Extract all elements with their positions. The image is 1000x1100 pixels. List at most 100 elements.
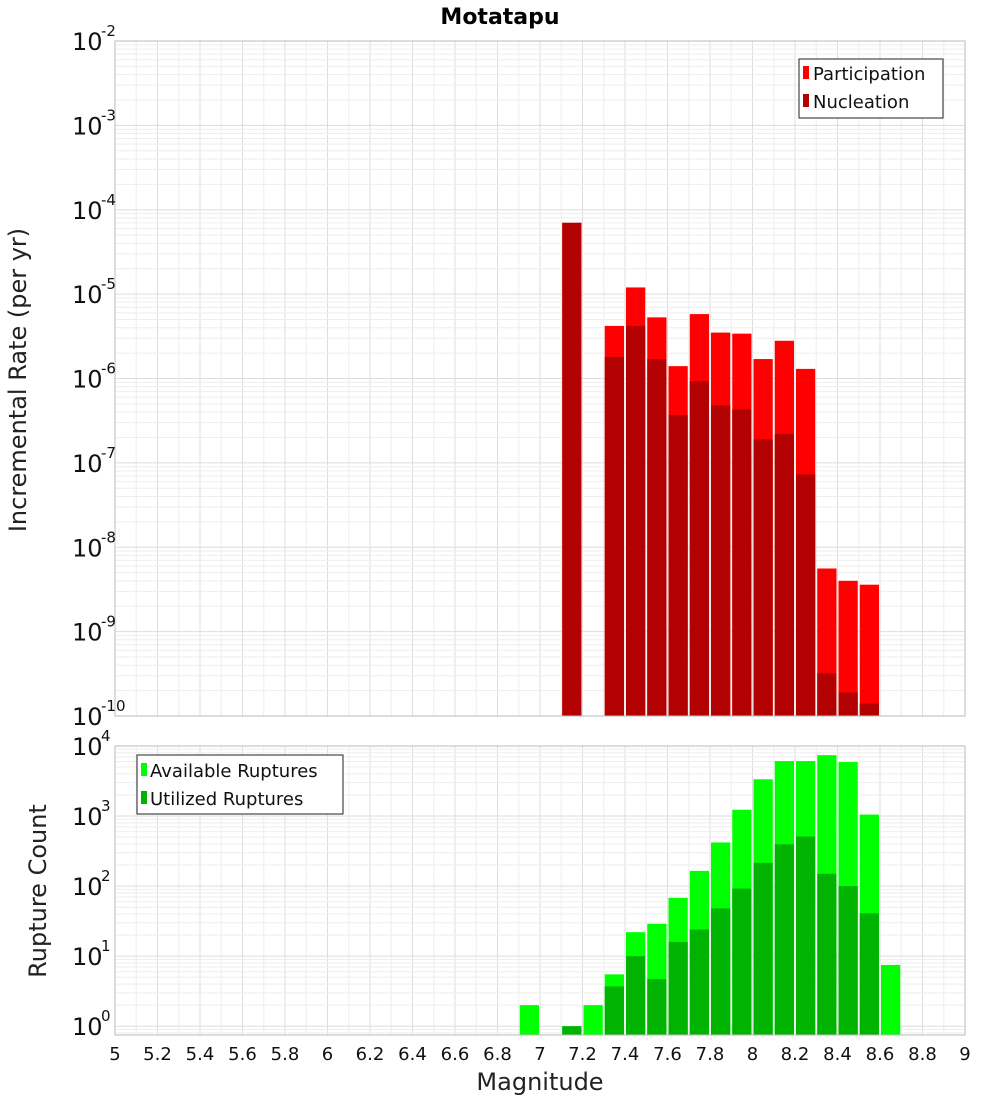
bar-utilized-ruptures-8.5	[859, 913, 879, 1035]
bottom-y-tick-exponent: 2	[101, 867, 111, 885]
top-y-tick-base: 10	[72, 281, 103, 309]
bottom-y-tick-exponent: 1	[101, 937, 111, 955]
x-tick-label: 5	[109, 1044, 120, 1065]
bar-utilized-ruptures-7.6	[668, 941, 688, 1035]
legend-label-nucleation: Nucleation	[813, 92, 909, 113]
x-tick-label: 7.4	[611, 1044, 640, 1065]
x-tick-label: 6.8	[483, 1044, 512, 1065]
x-tick-label: 8	[747, 1044, 758, 1065]
bottom-y-tick-base: 10	[72, 873, 103, 901]
x-tick-label: 6.2	[356, 1044, 385, 1065]
bar-nucleation-7.4	[626, 325, 646, 716]
top-y-axis-label: Incremental Rate (per yr)	[4, 228, 32, 532]
top-y-tick-base: 10	[72, 28, 103, 56]
top-y-tick-exponent: -9	[101, 613, 116, 631]
bar-nucleation-7.6	[668, 414, 688, 716]
bar-nucleation-7.8	[711, 405, 731, 716]
bar-nucleation-8	[753, 439, 773, 716]
bar-utilized-ruptures-8.4	[838, 886, 858, 1035]
bottom-legend: Available Ruptures Utilized Ruptures	[136, 754, 344, 815]
top-y-tick-exponent: -6	[101, 360, 116, 378]
top-bars	[562, 222, 879, 716]
chart-title: Motatapu	[440, 5, 559, 30]
bar-available-ruptures-8.6	[881, 964, 901, 1035]
bar-utilized-ruptures-7.3	[604, 986, 624, 1035]
legend-swatch-nucleation	[803, 94, 809, 107]
bar-nucleation-7.3	[604, 356, 624, 716]
bar-nucleation-8.1	[774, 433, 794, 716]
x-tick-label: 5.2	[143, 1044, 172, 1065]
x-tick-label: 8.8	[908, 1044, 937, 1065]
x-tick-label: 7.8	[696, 1044, 725, 1065]
bar-utilized-ruptures-7.8	[711, 908, 731, 1035]
bottom-y-axis-label: Rupture Count	[24, 804, 52, 978]
bar-utilized-ruptures-7.1	[562, 1026, 582, 1035]
top-y-tick-exponent: -4	[101, 191, 116, 209]
x-tick-label: 5.4	[186, 1044, 215, 1065]
x-tick-label: 6.6	[441, 1044, 470, 1065]
top-y-tick-exponent: -8	[101, 528, 116, 546]
bottom-bars	[519, 755, 901, 1035]
bottom-legend-box	[136, 754, 344, 815]
top-y-tick-base: 10	[72, 703, 103, 731]
bottom-y-tick-exponent: 4	[101, 727, 111, 745]
top-plot-frame	[114, 40, 966, 717]
legend-swatch-available-ruptures	[141, 763, 147, 776]
bottom-plot-frame	[114, 745, 966, 1036]
bar-participation-8.4	[838, 580, 858, 716]
x-tick-label: 7.2	[568, 1044, 597, 1065]
top-y-tick-exponent: -10	[101, 697, 126, 715]
x-tick-label: 7	[534, 1044, 545, 1065]
x-tick-label: 8.6	[866, 1044, 895, 1065]
legend-swatch-utilized-ruptures	[141, 791, 147, 804]
top-y-tick-exponent: -5	[101, 275, 116, 293]
bar-nucleation-8.3	[817, 673, 837, 716]
bar-participation-8.5	[859, 584, 879, 716]
x-tick-label: 8.2	[781, 1044, 810, 1065]
bar-utilized-ruptures-8.2	[796, 836, 816, 1035]
bottom-y-tick-exponent: 3	[101, 797, 111, 815]
x-tick-label: 7.6	[653, 1044, 682, 1065]
x-tick-label: 5.6	[228, 1044, 257, 1065]
legend-swatch-participation	[803, 66, 809, 79]
top-legend-box	[798, 58, 944, 119]
bar-utilized-ruptures-7.5	[647, 979, 667, 1035]
top-legend: Participation Nucleation	[798, 58, 944, 119]
bar-available-ruptures-6.9	[519, 1005, 539, 1035]
x-tick-label: 8.4	[823, 1044, 852, 1065]
bar-nucleation-8.5	[859, 703, 879, 716]
x-axis-label: Magnitude	[476, 1068, 603, 1096]
top-y-tick-base: 10	[72, 619, 103, 647]
top-y-tick-exponent: -7	[101, 444, 116, 462]
x-tick-label: 5.8	[271, 1044, 300, 1065]
top-y-tick-base: 10	[72, 197, 103, 225]
bar-nucleation-7.7	[689, 381, 709, 716]
bar-utilized-ruptures-7.9	[732, 888, 752, 1035]
bottom-y-tick-exponent: 0	[101, 1007, 111, 1025]
top-y-tick-exponent: -3	[101, 106, 116, 124]
bar-nucleation-7.9	[732, 409, 752, 716]
bottom-y-tick-base: 10	[72, 733, 103, 761]
bar-nucleation-7.5	[647, 359, 667, 716]
top-y-tick-base: 10	[72, 366, 103, 394]
bar-available-ruptures-7.2	[583, 1005, 603, 1035]
bar-utilized-ruptures-8.1	[774, 844, 794, 1035]
x-tick-labels: 5 5.2 5.4 5.6 5.8 6 6.2 6.4 6.6 6.8 7 7.2 7.4 7.6 7.8 8…	[109, 1044, 970, 1065]
bar-nucleation-8.2	[796, 474, 816, 716]
x-tick-label: 6	[322, 1044, 333, 1065]
top-y-tick-base: 10	[72, 450, 103, 478]
bottom-y-tick-base: 10	[72, 943, 103, 971]
top-y-tick-base: 10	[72, 112, 103, 140]
bottom-y-tick-base: 10	[72, 803, 103, 831]
x-tick-label: 9	[959, 1044, 970, 1065]
top-y-tick-exponent: -2	[101, 22, 116, 40]
bar-utilized-ruptures-8.3	[817, 873, 837, 1035]
bottom-y-tick-base: 10	[72, 1013, 103, 1041]
legend-label-participation: Participation	[813, 64, 925, 85]
bar-nucleation-8.4	[838, 692, 858, 716]
